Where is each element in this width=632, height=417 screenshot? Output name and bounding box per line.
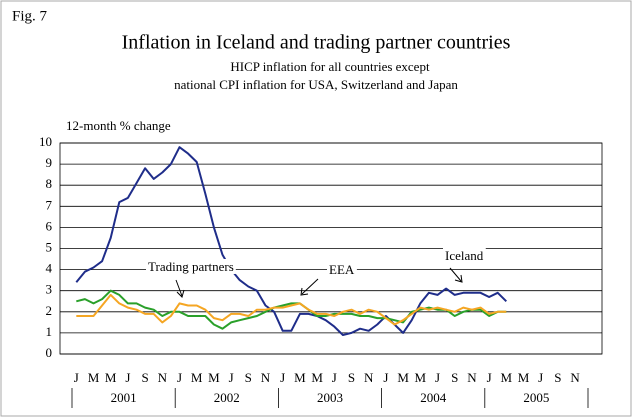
x-tick-label: M bbox=[397, 370, 409, 385]
x-tick-label: N bbox=[570, 370, 580, 385]
chart-title: Inflation in Iceland and trading partner… bbox=[122, 32, 511, 54]
x-tick-label: J bbox=[332, 370, 337, 385]
x-tick-label: N bbox=[158, 370, 168, 385]
x-tick-label: S bbox=[245, 370, 252, 385]
x-tick-label: N bbox=[364, 370, 374, 385]
annotation-bg bbox=[327, 261, 357, 277]
y-tick-label: 7 bbox=[46, 197, 53, 212]
x-tick-label: J bbox=[538, 370, 543, 385]
x-tick-label: J bbox=[280, 370, 285, 385]
year-label: 2002 bbox=[214, 390, 240, 405]
x-tick-label: S bbox=[348, 370, 355, 385]
annotation-bg bbox=[146, 258, 236, 274]
x-tick-label: M bbox=[88, 370, 100, 385]
x-tick-label: M bbox=[294, 370, 306, 385]
y-tick-label: 6 bbox=[46, 218, 53, 233]
year-label: 2001 bbox=[111, 390, 137, 405]
series-annotation: Iceland bbox=[445, 248, 484, 263]
x-tick-label: J bbox=[125, 370, 130, 385]
arrow bbox=[175, 279, 183, 297]
x-tick-label: J bbox=[229, 370, 234, 385]
y-tick-label: 2 bbox=[46, 303, 53, 318]
year-label: 2004 bbox=[420, 390, 447, 405]
series-line bbox=[75, 146, 508, 336]
x-tick-label: N bbox=[467, 370, 477, 385]
x-tick-label: M bbox=[208, 370, 220, 385]
x-tick-label: M bbox=[191, 370, 203, 385]
series-annotation: Trading partners bbox=[148, 259, 234, 274]
x-tick-label: J bbox=[74, 370, 79, 385]
y-axis-label: 12-month % change bbox=[66, 118, 171, 133]
y-tick-label: 1 bbox=[46, 324, 53, 339]
arrow bbox=[449, 267, 462, 282]
series-annotation: EEA bbox=[329, 262, 355, 277]
x-tick-label: M bbox=[415, 370, 427, 385]
arrow-head bbox=[176, 289, 185, 298]
y-tick-label: 9 bbox=[46, 155, 53, 170]
subtitle: national CPI inflation for USA, Switzerl… bbox=[174, 77, 458, 92]
x-tick-label: N bbox=[261, 370, 271, 385]
x-tick-label: J bbox=[435, 370, 440, 385]
year-label: 2003 bbox=[317, 390, 343, 405]
x-tick-label: J bbox=[383, 370, 388, 385]
x-tick-label: S bbox=[451, 370, 458, 385]
x-tick-label: J bbox=[487, 370, 492, 385]
y-tick-label: 5 bbox=[46, 239, 53, 254]
y-tick-label: 8 bbox=[46, 176, 53, 191]
y-tick-label: 3 bbox=[46, 282, 53, 297]
x-tick-label: M bbox=[518, 370, 530, 385]
y-tick-label: 0 bbox=[46, 345, 53, 360]
x-tick-label: M bbox=[105, 370, 117, 385]
x-tick-label: M bbox=[501, 370, 513, 385]
y-tick-label: 4 bbox=[46, 261, 53, 276]
x-tick-label: M bbox=[311, 370, 323, 385]
x-tick-label: J bbox=[177, 370, 182, 385]
arrow bbox=[301, 278, 319, 295]
fig-label: Fig. 7 bbox=[12, 8, 48, 24]
y-tick-label: 10 bbox=[39, 134, 52, 149]
arrow-head bbox=[454, 274, 463, 283]
year-label: 2005 bbox=[523, 390, 549, 405]
series-line bbox=[76, 293, 507, 326]
x-tick-label: S bbox=[554, 370, 561, 385]
subtitle: HICP inflation for all countries except bbox=[230, 59, 430, 74]
x-tick-label: S bbox=[141, 370, 148, 385]
annotation-bg bbox=[443, 247, 486, 263]
